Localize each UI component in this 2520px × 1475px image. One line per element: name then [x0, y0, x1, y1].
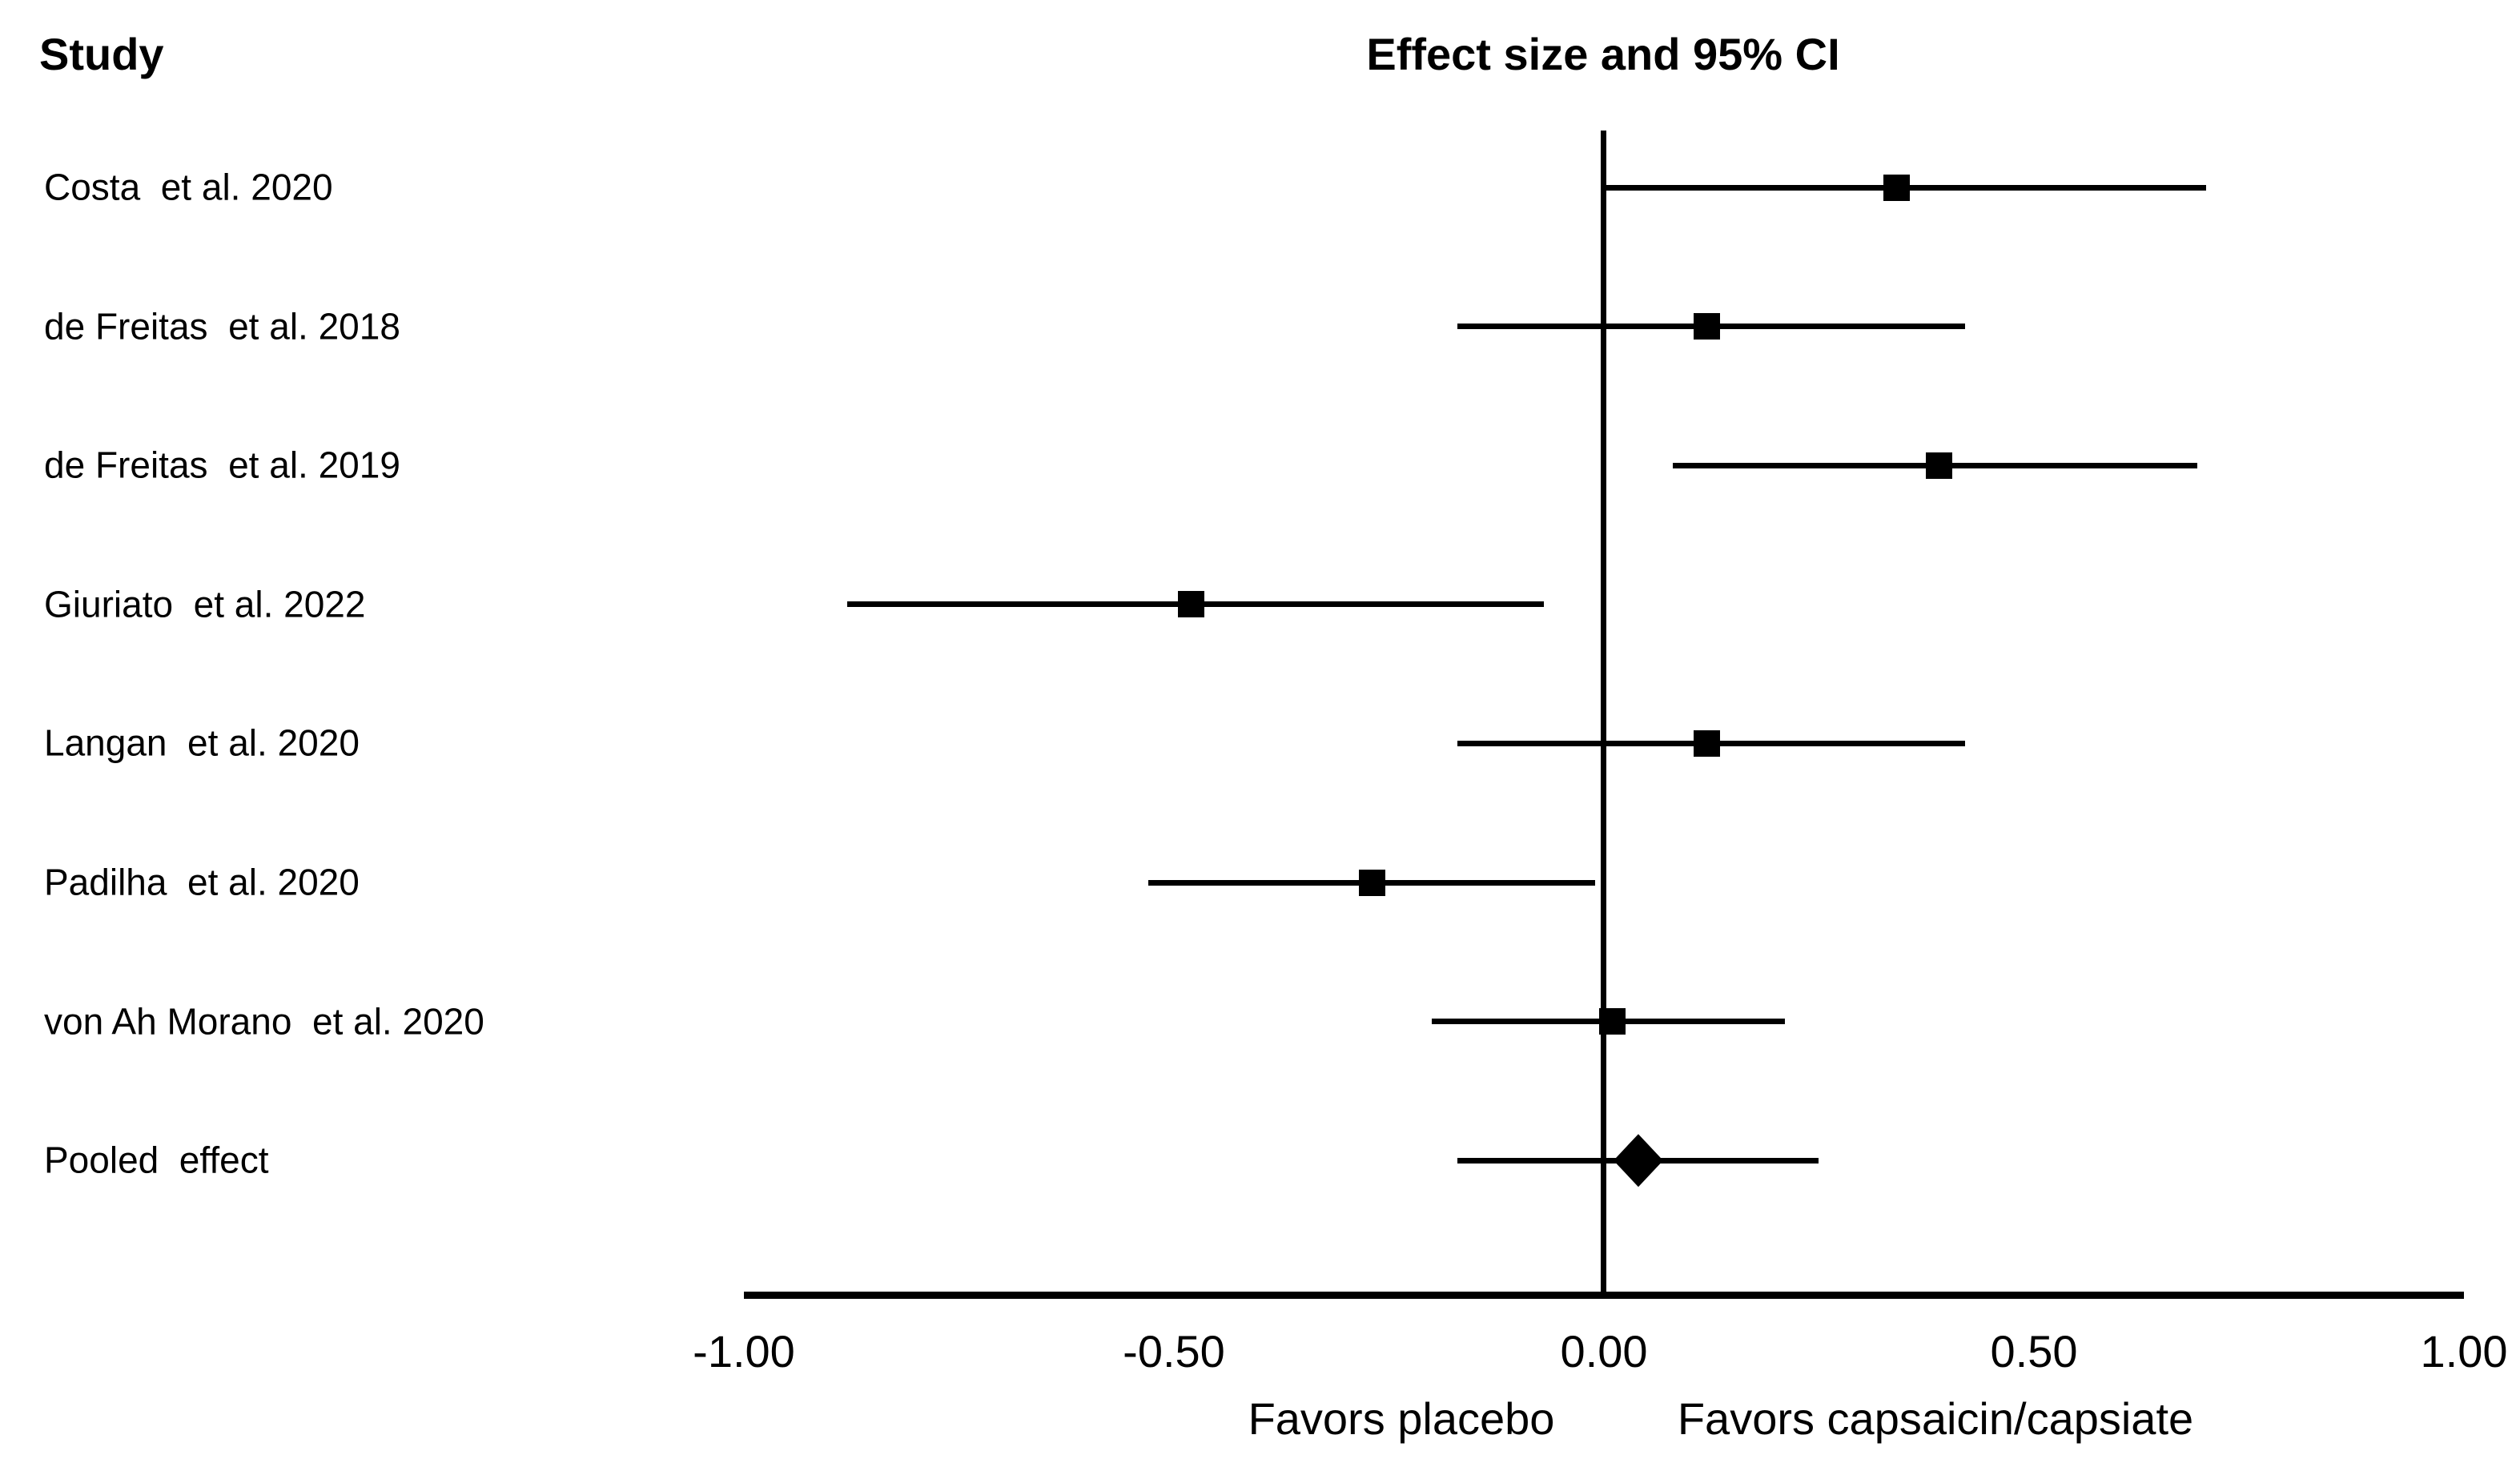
study-label: de Freitas et al. 2018: [44, 305, 400, 348]
effect-size-square: [1694, 313, 1721, 340]
x-tick-label: 0.50: [1990, 1326, 2078, 1377]
x-axis-label-favors-capsaicin: Favors capsaicin/capsiate: [1677, 1393, 2194, 1444]
x-tick-label: -1.00: [693, 1326, 795, 1377]
column-header-effect-size: Effect size and 95% CI: [1366, 29, 1840, 79]
x-axis-line: [744, 1292, 2464, 1299]
study-label: Pooled effect: [44, 1139, 269, 1181]
effect-size-square: [1883, 174, 1910, 201]
column-header-study: Study: [39, 29, 164, 79]
study-label: von Ah Morano et al. 2020: [44, 1000, 484, 1043]
study-label: Padilha et al. 2020: [44, 861, 360, 903]
effect-size-square: [1599, 1008, 1626, 1035]
effect-size-square: [1926, 452, 1953, 479]
x-tick-label: -0.50: [1123, 1326, 1225, 1377]
pooled-effect-diamond: [1613, 1134, 1663, 1188]
effect-size-square: [1358, 869, 1385, 896]
x-tick-label: 0.00: [1560, 1326, 1648, 1377]
study-label: Langan et al. 2020: [44, 722, 360, 765]
study-label: Giuriato et al. 2022: [44, 583, 366, 625]
zero-reference-line: [1601, 131, 1606, 1296]
x-tick-label: 1.00: [2420, 1326, 2508, 1377]
effect-size-square: [1694, 729, 1721, 757]
study-label: de Freitas et al. 2019: [44, 444, 400, 486]
study-label: Costa et al. 2020: [44, 166, 333, 208]
effect-size-square: [1177, 591, 1204, 618]
x-axis-label-favors-placebo: Favors placebo: [1248, 1393, 1555, 1444]
